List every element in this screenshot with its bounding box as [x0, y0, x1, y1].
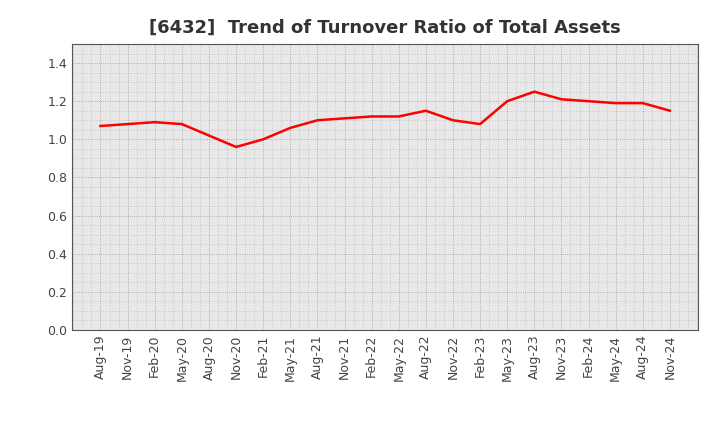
Title: [6432]  Trend of Turnover Ratio of Total Assets: [6432] Trend of Turnover Ratio of Total …: [149, 19, 621, 37]
